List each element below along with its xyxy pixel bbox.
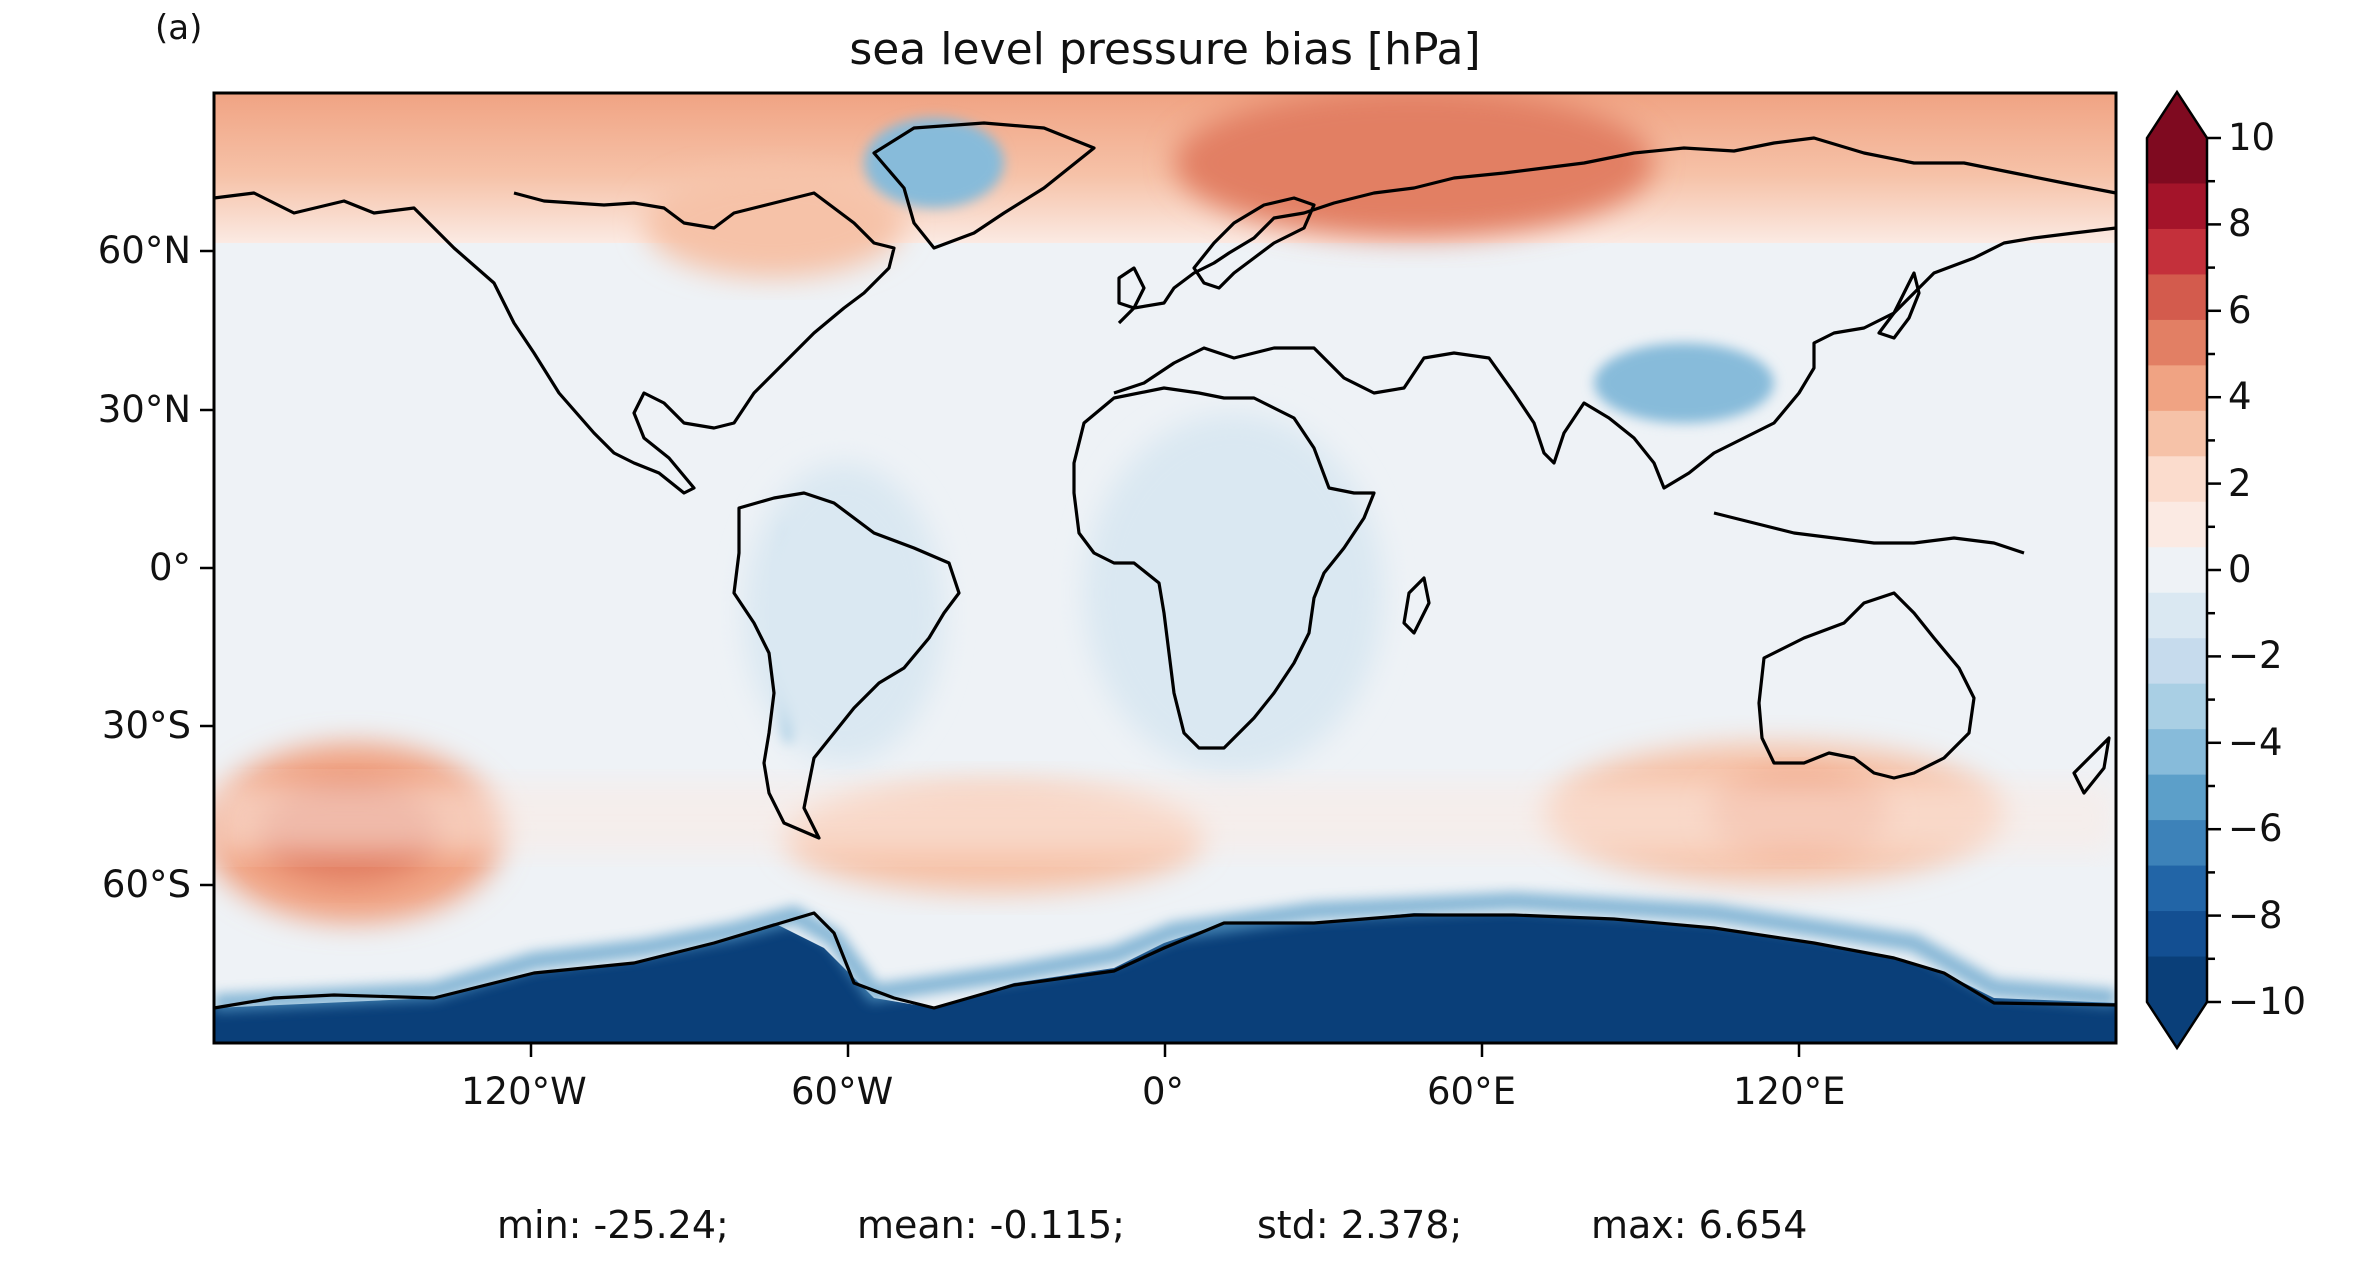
australia-coast: [1757, 591, 1976, 780]
colorbar-swatch: [2147, 820, 2207, 867]
colorbar-swatch: [2147, 547, 2207, 594]
colorbar-tick-label: 6: [2228, 288, 2252, 332]
colorbar-swatch: [2147, 956, 2207, 1003]
panel-label: (a): [155, 8, 203, 48]
antarctica-fringe: [214, 891, 2116, 1012]
africa-coast: [1072, 386, 1376, 750]
madagascar-coast: [1402, 576, 1431, 635]
colorbar-swatch: [2147, 274, 2207, 321]
colorbar-swatch: [2147, 410, 2207, 457]
lon-tick-label: 60°W: [791, 1070, 894, 1113]
colorbar-swatch: [2147, 865, 2207, 912]
europe-north-coast: [1117, 136, 2117, 325]
antarctica-coast: [213, 911, 2117, 1010]
africa-mild-low: [1084, 413, 1384, 773]
lon-tick-label: 60°E: [1427, 1070, 1516, 1113]
colorbar-tick-label: 0: [2228, 548, 2252, 591]
colorbar-tick-label: 2: [2228, 461, 2252, 505]
colorbar-swatch: [2147, 501, 2207, 548]
colorbar-swatch: [2147, 228, 2207, 276]
colorbar-swatch: [2147, 911, 2207, 958]
stat-mean: mean: -0.115;: [857, 1203, 1125, 1247]
north-bias-band: [214, 93, 2116, 243]
greenland-low-bias: [864, 118, 1004, 208]
colorbar-tick-label: −6: [2228, 807, 2283, 851]
colorbar: [2145, 89, 2221, 1051]
indonesia-coast: [1713, 511, 2025, 555]
map-panel: 120°W 60°W 0° 60°E 120°E 60°N 30°N 0° 30…: [98, 91, 2118, 1113]
colorbar-swatch: [2147, 683, 2207, 730]
samerica-mild-low: [744, 463, 944, 763]
colorbar-swatch: [2147, 138, 2207, 185]
colorbar-tick-label: 4: [2228, 375, 2252, 419]
greenland-coast: [872, 121, 1096, 250]
colorbar-swatch: [2147, 729, 2207, 776]
tibet-low-bias: [1594, 343, 1774, 423]
colorbar-tick-label: −4: [2228, 720, 2283, 764]
lat-tick-label: 60°N: [97, 229, 191, 272]
lat-tick-label: 30°N: [97, 388, 191, 431]
colorbar-swatch: [2147, 365, 2207, 412]
colorbar-swatch: [2147, 319, 2207, 366]
colorbar-extend-min: [2147, 1002, 2207, 1048]
new-zealand-coast: [2072, 736, 2111, 795]
stat-min: min: -25.24;: [497, 1203, 729, 1247]
antarctica-low-bias: [214, 913, 2116, 1043]
colorbar-swatch: [2147, 183, 2207, 230]
north-america-coast: [213, 191, 896, 495]
lon-tick-label: 120°W: [461, 1070, 587, 1113]
eurasia-coast: [1113, 226, 2117, 490]
colorbar-swatch: [2147, 774, 2207, 821]
colorbar-tick-label: −8: [2228, 893, 2283, 937]
lat-tick-label: 60°S: [101, 863, 191, 906]
siberia-high-bias: [1174, 93, 1654, 238]
japan-coast: [1877, 271, 1921, 340]
colorbar-tick-label: 8: [2228, 202, 2252, 246]
stat-std: std: 2.378;: [1257, 1203, 1463, 1247]
colorbar-tick-label: 10: [2228, 116, 2276, 159]
colorbar-swatches: [2147, 138, 2207, 1003]
southern-ocean-band: [214, 783, 2116, 853]
canada-high-bias: [644, 168, 904, 278]
colorbar-swatch: [2147, 456, 2207, 503]
british-isles-coast: [1117, 266, 1146, 310]
map-title: sea level pressure bias [hPa]: [849, 24, 1481, 75]
lon-tick-label: 120°E: [1733, 1070, 1846, 1113]
lat-tick-label: 30°S: [101, 704, 191, 747]
colorbar-swatch: [2147, 592, 2207, 639]
stat-max: max: 6.654: [1591, 1203, 1808, 1247]
colorbar-tick-label: −2: [2228, 634, 2283, 678]
bias-map: [200, 91, 2118, 1057]
colorbar-swatch: [2147, 638, 2207, 685]
lat-tick-label: 0°: [148, 546, 191, 589]
axis-ticks: [200, 249, 1801, 1057]
scandinavia-coast: [1192, 196, 1316, 290]
lon-tick-label: 0°: [1142, 1070, 1185, 1113]
coastlines: [213, 121, 2117, 1010]
colorbar-extend-max: [2147, 92, 2207, 138]
south-america-coast: [732, 491, 961, 840]
colorbar-tick-label: −10: [2228, 980, 2307, 1023]
